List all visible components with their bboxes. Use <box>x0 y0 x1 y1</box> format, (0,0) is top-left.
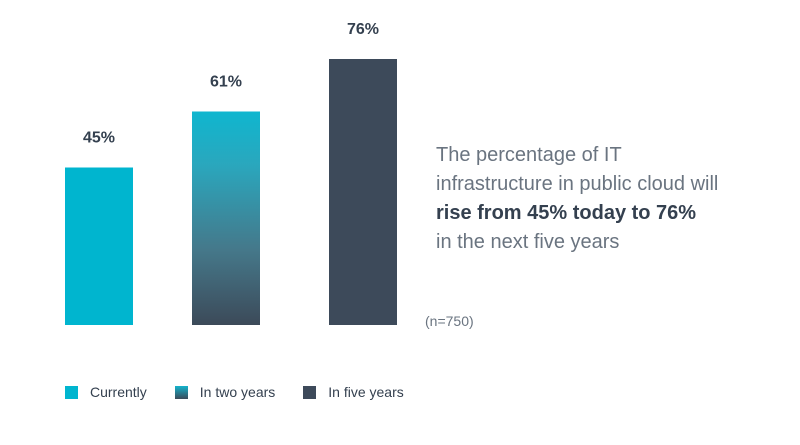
legend-swatch-two-years <box>174 385 188 399</box>
callout-text: The percentage of IT infrastructure in p… <box>436 141 776 257</box>
legend-item-five-years: In five years <box>303 384 404 400</box>
callout-line-2: infrastructure in public cloud will <box>436 173 719 195</box>
value-label-five-years: 76% <box>347 21 379 38</box>
callout-line-3: rise from 45% today to 76% <box>436 202 697 224</box>
legend-label-two-years: In two years <box>199 384 276 400</box>
legend-swatch-currently <box>65 385 78 399</box>
bar-two-years <box>192 111 260 325</box>
bar-chart: 45% 61% 76% <box>65 21 397 325</box>
sample-size-note: (n=750) <box>425 313 474 329</box>
legend-label-five-years: In five years <box>328 384 404 400</box>
legend-item-two-years: In two years <box>174 384 276 400</box>
legend: Currently In two years In five years <box>65 384 432 400</box>
value-label-currently: 45% <box>83 130 115 147</box>
bar-currently <box>65 167 133 325</box>
legend-item-currently: Currently <box>65 384 147 400</box>
bar-five-years <box>329 59 397 325</box>
callout-line-4: in the next five years <box>436 231 620 253</box>
legend-swatch-five-years <box>303 385 317 399</box>
legend-label-currently: Currently <box>90 384 147 400</box>
value-label-two-years: 61% <box>210 74 242 91</box>
callout-line-1: The percentage of IT <box>436 144 622 166</box>
